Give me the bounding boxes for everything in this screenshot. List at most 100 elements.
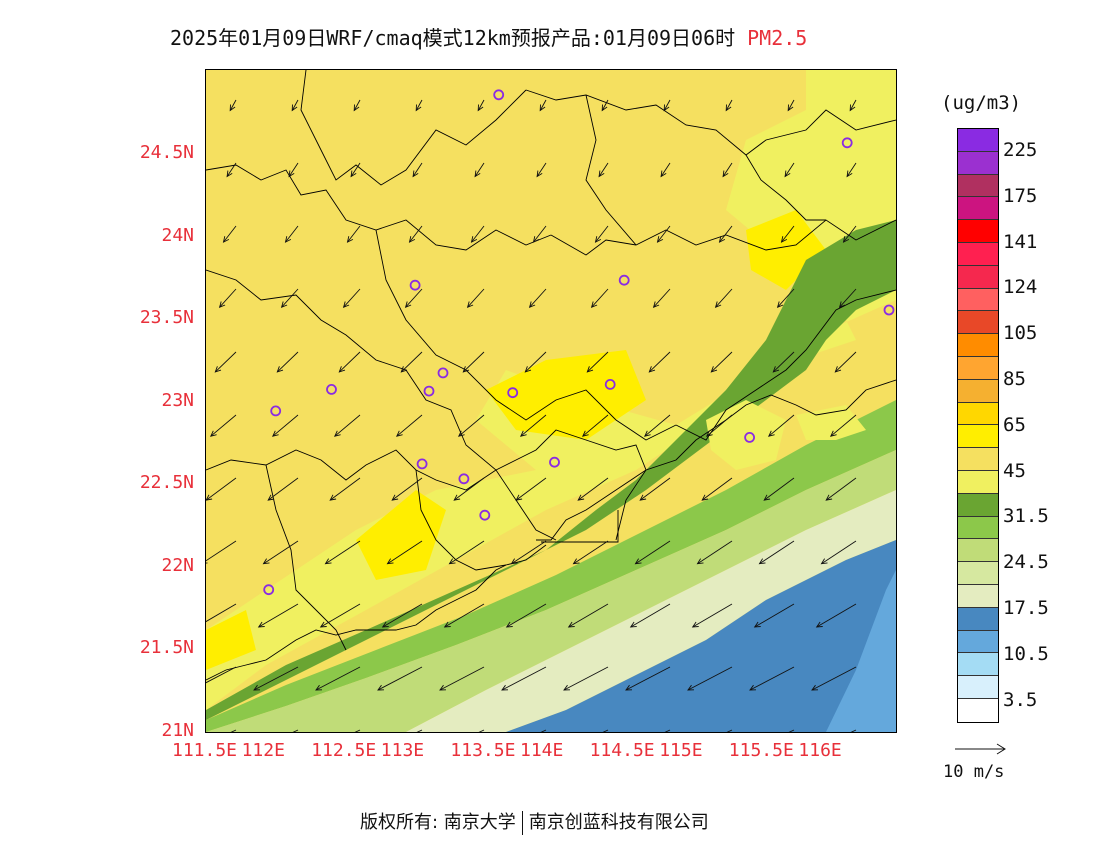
wind-arrow-shaft [219, 288, 237, 308]
wind-arrow-head [696, 558, 704, 565]
legend-color-box [958, 379, 998, 403]
wind-arrow-head [267, 494, 275, 501]
wind-arrow-shaft [719, 225, 733, 243]
wind-arrow-head [206, 494, 213, 501]
station-marker[interactable] [744, 431, 755, 443]
wind-arrow-head [722, 170, 729, 178]
station-marker[interactable] [326, 383, 337, 395]
wind-arrow-head [652, 301, 660, 308]
station-marker[interactable] [549, 456, 560, 468]
station-marker[interactable] [604, 378, 616, 390]
wind-arrow-head [271, 430, 279, 437]
wind-arrow-shaft [657, 225, 671, 243]
pm25-map[interactable] [205, 69, 897, 733]
monitoring-stations[interactable] [263, 89, 895, 596]
wind-arrow-shaft [563, 666, 609, 691]
legend-value-label: 225 [1003, 139, 1038, 161]
station-marker[interactable] [416, 458, 428, 470]
wind-arrow-shaft [768, 414, 795, 437]
station-marker[interactable] [437, 367, 449, 379]
wind-arrow-head [834, 366, 842, 373]
station-marker[interactable] [507, 387, 519, 399]
wind-arrow-shaft [334, 414, 361, 437]
land-patch-east [706, 400, 866, 470]
wind-arrow-shaft [653, 288, 671, 308]
wind-arrow-shaft [697, 540, 733, 565]
wind-arrow-shaft [353, 99, 361, 111]
lon-tick-label: 111.5E [172, 740, 238, 761]
wind-arrow-shaft [449, 540, 485, 565]
lat-tick-label: 23N [161, 389, 194, 411]
station-marker[interactable] [409, 279, 421, 291]
wind-arrow-head [758, 558, 766, 565]
pollutant-label: PM2.5 [747, 26, 808, 50]
color-legend [957, 128, 999, 723]
wind-arrow-shaft [291, 99, 299, 111]
wind-arrow-shaft [577, 477, 609, 501]
legend-color-box [958, 265, 998, 289]
wind-arrow-shaft [329, 477, 361, 501]
lat-tick-label: 24.5N [139, 142, 194, 163]
wind-arrow-head [474, 170, 481, 178]
band-yellow-bright [206, 210, 826, 670]
wind-arrow-shaft [415, 99, 423, 111]
wind-arrow-head [466, 301, 474, 308]
lat-tick-label: 22.5N [139, 472, 194, 493]
wind-arrow-shaft [276, 351, 299, 373]
wind-arrow-shaft [520, 414, 547, 437]
station-marker[interactable] [423, 385, 435, 397]
legend-color-box [958, 220, 998, 243]
wind-arrow-shaft [258, 603, 299, 628]
wind-arrow-shaft [343, 288, 361, 308]
wind-arrow-head [338, 366, 346, 373]
wind-arrow-shaft [648, 351, 671, 373]
station-marker[interactable] [263, 584, 275, 596]
legend-value-label: 175 [1003, 184, 1038, 207]
wind-arrow-shaft [591, 288, 609, 308]
wind-arrow-shaft [206, 477, 237, 501]
lat-tick-label: 23.5N [139, 307, 194, 328]
wind-arrow-shaft [400, 351, 423, 373]
wind-arrow-head [539, 104, 546, 112]
wind-arrow-head [353, 104, 360, 112]
wind-arrow-head [501, 684, 509, 691]
wind-arrow-head [787, 104, 794, 112]
wind-arrow-head [846, 170, 853, 178]
lon-tick-label: 114E [520, 740, 564, 761]
wind-arrow-shaft [210, 414, 237, 437]
station-marker[interactable] [618, 274, 630, 286]
lat-tick-label: 22N [161, 554, 194, 576]
legend-value-label: 24.5 [1003, 551, 1049, 574]
wind-arrow-shaft [595, 225, 609, 243]
station-marker[interactable] [493, 89, 505, 101]
legend-color-box [958, 676, 998, 699]
wind-arrow-shaft [471, 225, 485, 243]
title-text: 2025年01月09日WRF/cmaq模式12km预报产品:01月09日06时 [170, 26, 736, 50]
wind-arrow-head [594, 236, 602, 243]
legend-unit: (ug/m3) [941, 92, 1022, 114]
wind-arrow-shaft [639, 477, 671, 501]
wind-arrow-head [563, 684, 571, 691]
legend-color-box [958, 470, 998, 494]
wind-arrow-head [262, 558, 270, 565]
station-marker[interactable] [883, 304, 895, 316]
legend-color-box [958, 311, 998, 335]
wind-arrow-shaft [253, 666, 299, 691]
wind-arrow-shaft [539, 99, 547, 111]
wind-arrow-head [656, 236, 664, 243]
wind-arrow-shaft [630, 603, 671, 628]
wind-arrow-head [705, 430, 713, 437]
station-marker[interactable] [458, 473, 470, 485]
wind-arrow-shaft [391, 477, 423, 501]
wind-arrow-shaft [453, 477, 485, 501]
wind-arrow-head [825, 494, 833, 501]
wind-arrow-head [718, 236, 726, 243]
station-marker[interactable] [841, 137, 853, 149]
wind-arrow-head [772, 366, 780, 373]
wind-arrow-head [395, 430, 403, 437]
band-blue-light [826, 570, 896, 732]
station-marker[interactable] [479, 509, 491, 521]
station-marker[interactable] [270, 405, 282, 417]
legend-value-label: 17.5 [1003, 597, 1049, 619]
wind-arrow-shaft [506, 603, 547, 628]
